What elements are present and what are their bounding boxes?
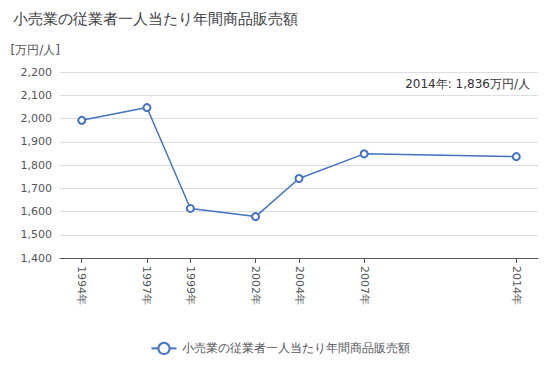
svg-text:2002年: 2002年 (249, 266, 262, 305)
svg-text:2007年: 2007年 (358, 266, 371, 305)
svg-text:1,600: 1,600 (21, 205, 53, 218)
svg-text:1997年: 1997年 (140, 266, 153, 305)
svg-text:小売業の従業者一人当たり年間商品販売額: 小売業の従業者一人当たり年間商品販売額 (13, 10, 298, 28)
svg-text:1,900: 1,900 (21, 135, 53, 148)
svg-text:1,800: 1,800 (21, 159, 53, 172)
svg-text:1,700: 1,700 (21, 182, 53, 195)
svg-text:2014年: 1,836万円/人: 2014年: 1,836万円/人 (405, 77, 530, 91)
svg-text:1,400: 1,400 (21, 252, 53, 265)
svg-text:1994年: 1994年 (75, 266, 88, 305)
svg-text:2004年: 2004年 (293, 266, 306, 305)
svg-text:2,000: 2,000 (21, 112, 53, 125)
svg-text:1,500: 1,500 (21, 228, 53, 241)
svg-text:[万円/人]: [万円/人] (11, 43, 60, 57)
svg-text:2,200: 2,200 (21, 66, 53, 79)
svg-text:2014年: 2014年 (510, 266, 523, 305)
svg-text:小売業の従業者一人当たり年間商品販売額: 小売業の従業者一人当たり年間商品販売額 (182, 341, 410, 355)
svg-text:1999年: 1999年 (184, 266, 197, 305)
svg-text:2,100: 2,100 (21, 89, 53, 102)
